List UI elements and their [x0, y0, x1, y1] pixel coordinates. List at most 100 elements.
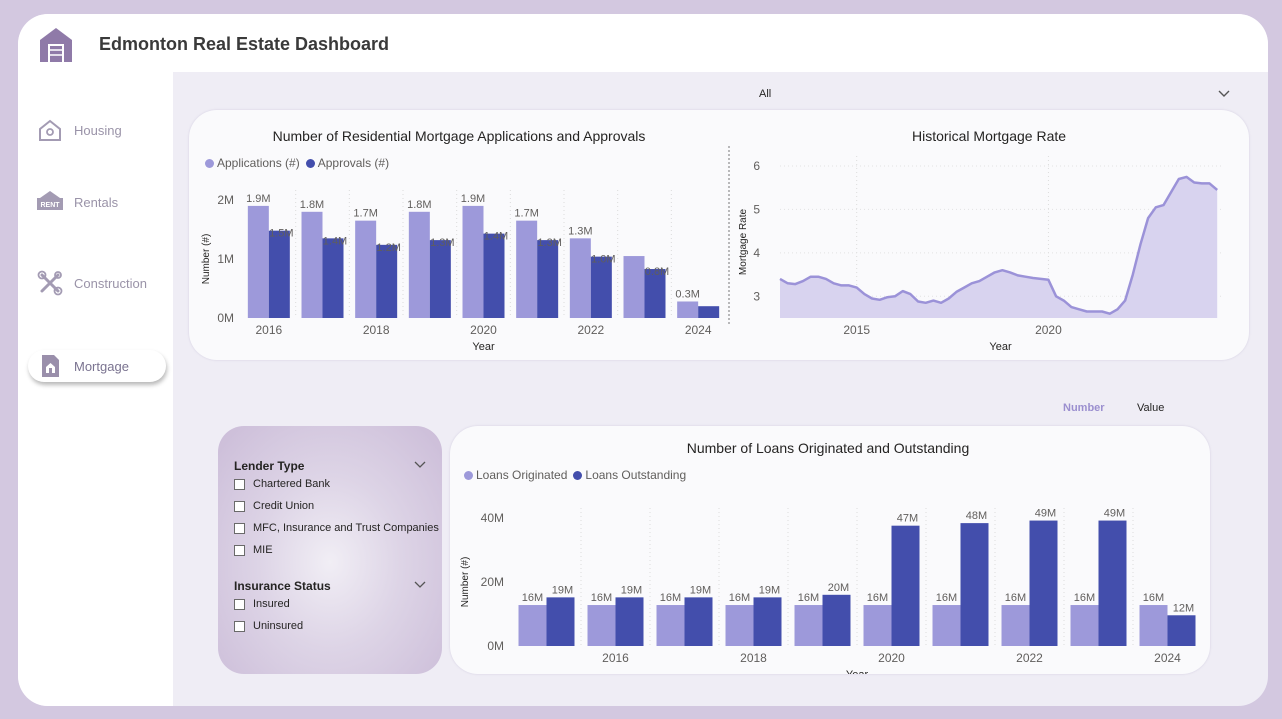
mortgage-rate-chart: 2015 2020 3 4 5 6 Year Mortgage Rate — [738, 156, 1221, 353]
data-label: 1.0M — [591, 254, 615, 266]
bar-series-1 — [462, 205, 484, 318]
loans-chart: 0M 20M 40M 16M 19M 16M 19M 2016 16M 19M 16M 19M 2018… — [460, 508, 1196, 674]
year-dropdown[interactable]: All — [751, 84, 1231, 104]
data-label: 16M — [522, 592, 543, 604]
lender-type-header: Lender Type — [234, 459, 305, 473]
bar-series-1 — [677, 301, 699, 318]
legend-swatch — [305, 158, 315, 168]
checkbox-credit-union[interactable]: Credit Union — [234, 500, 314, 512]
chevron-down-icon — [1218, 90, 1230, 97]
chevron-down-icon[interactable] — [414, 578, 426, 590]
y-axis-title: Number (#) — [201, 234, 212, 285]
checkbox-box[interactable] — [234, 620, 245, 632]
data-label: 1.4M — [323, 235, 347, 247]
data-label: 0.3M — [675, 288, 699, 300]
sidebar-item-construction[interactable]: Construction — [28, 267, 166, 299]
x-tick-label: 2020 — [1035, 323, 1062, 337]
bar-series-2 — [268, 230, 290, 318]
checkbox-box[interactable] — [234, 544, 245, 556]
x-tick-label: 2018 — [363, 323, 390, 337]
legend-label: Loans Outstanding — [585, 468, 687, 482]
y-tick-label: 5 — [753, 202, 760, 216]
data-label: 20M — [828, 582, 849, 594]
document-house-icon — [42, 355, 59, 377]
bar-series-2 — [546, 597, 575, 646]
bar-series-1 — [516, 220, 538, 318]
legend-label: Applications (#) — [217, 156, 300, 170]
sidebar-item-housing[interactable]: Housing — [28, 114, 166, 146]
checkbox-uninsured[interactable]: Uninsured — [234, 620, 303, 632]
checkbox-label: Insured — [253, 598, 290, 610]
checkbox-chartered-bank[interactable]: Chartered Bank — [234, 478, 330, 490]
data-label: 16M — [1143, 592, 1164, 604]
data-label: 1.4M — [484, 231, 508, 243]
area-fill — [780, 176, 1218, 318]
chart-divider — [728, 146, 730, 324]
legend-item-approvals: Approvals (#) — [305, 156, 389, 170]
top-bar: Edmonton Real Estate Dashboard — [18, 14, 1268, 72]
data-label: 48M — [966, 510, 987, 522]
checkbox-box[interactable] — [234, 478, 245, 490]
house-logo-icon — [40, 28, 72, 62]
legend-item-loans-originated: Loans Originated — [464, 468, 567, 482]
data-label: 16M — [867, 592, 888, 604]
bar-series-2 — [960, 523, 989, 646]
y-axis-title: Number (#) — [460, 557, 471, 608]
checkbox-box[interactable] — [234, 598, 245, 610]
bar-series-1 — [725, 605, 754, 646]
bar-series-2 — [822, 594, 851, 646]
data-label: 47M — [897, 513, 918, 525]
checkbox-box[interactable] — [234, 500, 245, 512]
bar-series-1 — [656, 605, 685, 646]
loans-legend: Loans Originated Loans Outstanding — [464, 468, 692, 482]
sidebar-item-label: Rentals — [74, 194, 119, 210]
data-label: 19M — [759, 584, 780, 596]
bar-series-2 — [1029, 520, 1058, 646]
checkbox-mfc-insurance-trust[interactable]: MFC, Insurance and Trust Companies — [234, 522, 439, 534]
y-tick-label: 3 — [753, 289, 760, 303]
data-label: 49M — [1104, 508, 1125, 520]
bar-series-2 — [891, 525, 920, 646]
data-label: 16M — [1005, 592, 1026, 604]
bar-series-2 — [615, 597, 644, 646]
checkbox-box[interactable] — [234, 522, 245, 534]
data-label: 12M — [1173, 602, 1194, 614]
bar-series-2 — [698, 306, 720, 318]
checkbox-insured[interactable]: Insured — [234, 598, 290, 610]
checkbox-mie[interactable]: MIE — [234, 544, 273, 556]
x-tick-label: 2024 — [685, 323, 712, 337]
x-tick-label: 2016 — [602, 651, 629, 665]
bar-series-2 — [322, 238, 344, 318]
checkbox-label: Chartered Bank — [253, 478, 331, 490]
bar-series-2 — [644, 269, 666, 318]
bar-series-1 — [794, 605, 823, 646]
bar-series-1 — [863, 605, 892, 646]
legend-swatch — [205, 158, 214, 168]
sidebar-item-mortgage[interactable]: Mortgage — [28, 350, 166, 382]
bar-series-1 — [1139, 605, 1168, 646]
y-tick-label: 20M — [481, 575, 504, 589]
data-label: 16M — [729, 592, 750, 604]
x-tick-label: 2022 — [577, 323, 604, 337]
data-label: 16M — [660, 592, 681, 604]
x-tick-label: 2018 — [740, 651, 767, 665]
filter-panel: Lender Type Chartered Bank Credit Union … — [218, 426, 442, 674]
sidebar-item-rentals[interactable]: RENT Rentals — [28, 186, 166, 218]
x-tick-label: 2024 — [1154, 651, 1181, 665]
data-label: 1.9M — [461, 193, 485, 205]
y-tick-label: 40M — [481, 511, 504, 525]
y-tick-label: 4 — [753, 246, 760, 260]
legend-item-applications: Applications (#) — [205, 156, 300, 170]
data-label: 16M — [591, 592, 612, 604]
toggle-number[interactable]: Number — [1063, 402, 1105, 414]
sidebar-item-label: Housing — [74, 122, 122, 138]
bar-series-2 — [429, 240, 451, 318]
toggle-value[interactable]: Value — [1137, 402, 1165, 414]
chevron-down-icon[interactable] — [414, 458, 426, 470]
data-label: 1.7M — [514, 208, 538, 220]
bar-series-2 — [1098, 520, 1127, 646]
checkbox-label: MIE — [253, 544, 273, 556]
bar-series-1 — [301, 211, 323, 318]
y-tick-label: 0M — [217, 311, 234, 325]
loans-chart-card: Number of Loans Originated and Outstandi… — [450, 426, 1210, 674]
